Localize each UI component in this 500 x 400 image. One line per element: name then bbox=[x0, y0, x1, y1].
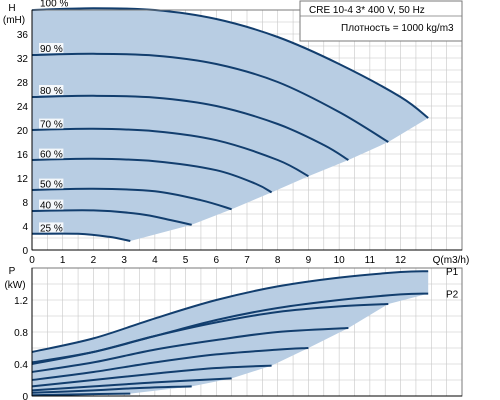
y-axis-label: H bbox=[8, 3, 15, 14]
series-line-curve-2 bbox=[31, 303, 389, 365]
y-axis-unit: (mH) bbox=[3, 15, 25, 26]
series-line-curve-7 bbox=[31, 385, 192, 394]
series-line-curve-6 bbox=[31, 377, 232, 392]
series-label: 100 % bbox=[40, 0, 68, 9]
series-label: 70 % bbox=[40, 120, 63, 131]
y-axis-unit: (kW) bbox=[4, 280, 25, 291]
title-box bbox=[299, 0, 463, 42]
y-tick-label: 20 bbox=[17, 126, 29, 137]
series-line-50 bbox=[31, 187, 232, 211]
operating-region bbox=[32, 271, 429, 396]
series-line-100 bbox=[31, 7, 429, 119]
y-tick-label: 0.8 bbox=[14, 328, 28, 339]
x-axis-label: Q(m3/h) bbox=[433, 255, 470, 266]
series-line-curve-8 bbox=[31, 392, 131, 397]
series-line-80 bbox=[31, 94, 349, 161]
series-label-bg bbox=[39, 0, 69, 8]
series-label: P2 bbox=[446, 290, 459, 301]
power-chart: 0 0.4 0.8 1.2 P (kW) P1 P2 bbox=[4, 266, 463, 400]
y-tick-label: 12 bbox=[17, 174, 29, 185]
x-tick-label: 9 bbox=[306, 255, 312, 266]
series-label: P1 bbox=[446, 267, 459, 278]
series-label: 50 % bbox=[40, 180, 63, 191]
y-tick-label: 28 bbox=[17, 78, 29, 89]
series-line-25 bbox=[31, 232, 131, 242]
x-tick-label: 8 bbox=[275, 255, 281, 266]
x-tick-label: 7 bbox=[244, 255, 250, 266]
series-label: 25 % bbox=[40, 223, 63, 234]
y-tick-label: 16 bbox=[17, 150, 29, 161]
y-tick-label: 1.2 bbox=[14, 296, 28, 307]
chart-title: CRE 10-4 3* 400 V, 50 Hz bbox=[309, 5, 425, 16]
x-tick-label: 10 bbox=[334, 255, 346, 266]
series-label-bg bbox=[39, 222, 64, 233]
y-tick-label: 4 bbox=[22, 222, 28, 233]
series-line-curve-5 bbox=[31, 364, 272, 388]
y-tick-label: 0 bbox=[22, 392, 28, 400]
series-line-70 bbox=[31, 127, 309, 178]
x-tick-label: 5 bbox=[183, 255, 189, 266]
series-label-bg bbox=[39, 118, 64, 129]
y-tick-label: 0.4 bbox=[14, 360, 28, 371]
x-tick-label: 12 bbox=[395, 255, 407, 266]
y-tick-label: 24 bbox=[17, 102, 29, 113]
series-line-curve-4 bbox=[31, 347, 309, 381]
series-label-bg bbox=[39, 199, 64, 210]
x-tick-label: 3 bbox=[121, 255, 127, 266]
series-label-bg bbox=[39, 178, 64, 189]
y-tick-label: 0 bbox=[22, 246, 28, 257]
y-tick-label: 36 bbox=[17, 30, 29, 41]
series-label-bg bbox=[39, 85, 64, 95]
series-line-40 bbox=[31, 209, 192, 226]
series-line-curve-3 bbox=[31, 327, 349, 373]
series-label: 90 % bbox=[40, 44, 63, 55]
series-label: 80 % bbox=[40, 86, 63, 97]
chart-subtitle: Плотность = 1000 kg/m3 bbox=[341, 23, 454, 34]
x-tick-label: 0 bbox=[29, 255, 35, 266]
x-tick-label: 1 bbox=[60, 255, 66, 266]
x-tick-label: 11 bbox=[365, 255, 376, 266]
series-line-90 bbox=[31, 52, 389, 143]
series-label-bg bbox=[39, 148, 64, 159]
series-label-bg bbox=[39, 43, 64, 53]
x-tick-label: 4 bbox=[152, 255, 158, 266]
operating-region bbox=[32, 8, 429, 242]
x-tick-label: 6 bbox=[214, 255, 220, 266]
series-label: 40 % bbox=[40, 201, 63, 212]
x-tick-label: 2 bbox=[91, 255, 97, 266]
y-axis-label: P bbox=[9, 266, 16, 277]
y-tick-label: 8 bbox=[22, 198, 28, 209]
series-line-p1 bbox=[31, 270, 429, 353]
y-tick-label: 32 bbox=[17, 54, 29, 65]
series-label: 60 % bbox=[40, 150, 63, 161]
series-line-60 bbox=[31, 157, 273, 194]
